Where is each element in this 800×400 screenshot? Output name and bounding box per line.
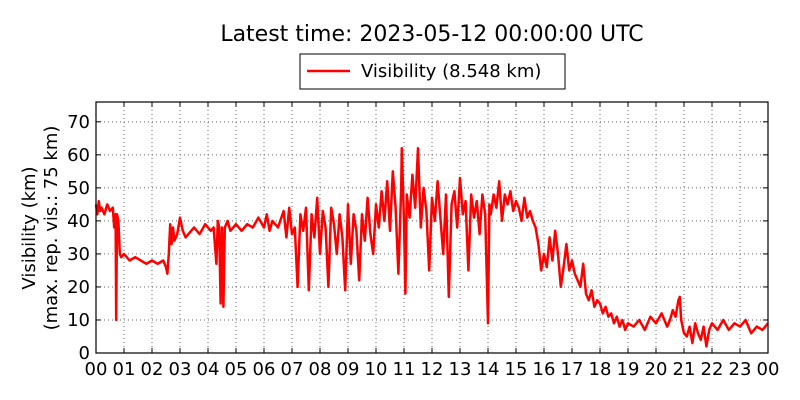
x-tick-label: 07	[281, 359, 304, 380]
y-tick-label: 20	[67, 277, 90, 298]
x-tick-label: 00	[757, 359, 780, 380]
y-tick-label: 0	[79, 343, 90, 364]
y-tick-label: 40	[67, 211, 90, 232]
x-tick-label: 06	[253, 359, 276, 380]
x-tick-label: 02	[141, 359, 164, 380]
y-axis-label: Visibility (km)	[19, 166, 40, 289]
y-axis-label-secondary: (max. rep. vis.: 75 km)	[41, 126, 62, 331]
x-tick-label: 11	[393, 359, 416, 380]
x-tick-label: 16	[533, 359, 556, 380]
x-tick-label: 12	[421, 359, 444, 380]
x-tick-label: 19	[617, 359, 640, 380]
x-tick-label: 09	[337, 359, 360, 380]
x-tick-label: 21	[673, 359, 696, 380]
plot-frame	[95, 101, 769, 354]
y-tick-label: 10	[67, 310, 90, 331]
x-tick-label: 17	[561, 359, 584, 380]
legend-label: Visibility (8.548 km)	[361, 61, 541, 82]
x-tick-label: 23	[729, 359, 752, 380]
x-tick-label: 08	[309, 359, 332, 380]
y-tick-labels: 0 10 20 30 40 50 60 70	[67, 112, 90, 364]
x-tick-label: 18	[589, 359, 612, 380]
y-tick-label: 30	[67, 244, 90, 265]
x-tick-label: 22	[701, 359, 724, 380]
x-tick-label: 10	[365, 359, 388, 380]
x-tick-labels: 00 01 02 03 04 05 06 07 08 09 10 11 12 13 14 15 16 17 18 19…	[85, 359, 780, 380]
y-tick-label: 50	[67, 178, 90, 199]
legend: Visibility (8.548 km)	[299, 53, 566, 90]
y-tick-label: 70	[67, 112, 90, 133]
visibility-series-line	[94, 146, 769, 348]
x-tick-label: 14	[477, 359, 500, 380]
y-tick-label: 60	[67, 145, 90, 166]
x-tick-label: 00	[85, 359, 108, 380]
x-tick-label: 03	[169, 359, 192, 380]
x-tick-label: 13	[449, 359, 472, 380]
x-tick-label: 04	[197, 359, 220, 380]
x-tick-label: 20	[645, 359, 668, 380]
chart-title: Latest time: 2023-05-12 00:00:00 UTC	[220, 22, 643, 47]
x-tick-label: 15	[505, 359, 528, 380]
x-tick-label: 01	[113, 359, 136, 380]
x-tick-label: 05	[225, 359, 248, 380]
